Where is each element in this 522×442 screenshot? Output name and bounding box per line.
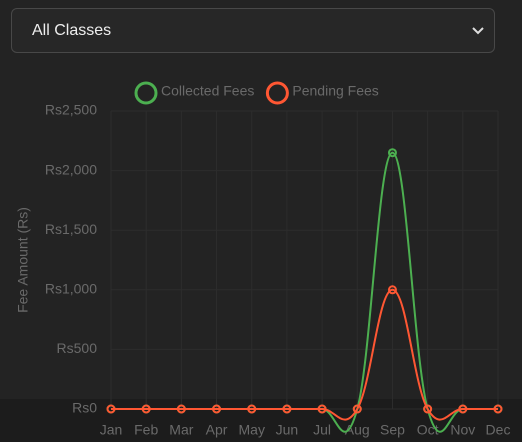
legend-label: Pending Fees: [292, 83, 378, 99]
point: [141, 404, 151, 414]
x-tick-label: Nov: [450, 422, 475, 438]
select-text: All Classes: [32, 22, 112, 39]
x-tick-label: Oct: [417, 422, 439, 438]
point: [317, 404, 327, 414]
chevron: [472, 27, 484, 35]
point: [212, 404, 222, 414]
point: [493, 404, 503, 414]
x-tick-label: Aug: [345, 422, 370, 438]
point: [317, 404, 327, 414]
y-tick-label: Rs1,000: [45, 281, 97, 297]
x-tick-label: Dec: [486, 422, 511, 438]
x-tick-label: Jun: [276, 422, 299, 438]
series-line: [111, 288, 498, 421]
point: [106, 404, 116, 414]
point: [176, 404, 186, 414]
point: [282, 404, 292, 414]
point: [176, 404, 186, 414]
point: [247, 404, 257, 414]
x-tick-label: Feb: [134, 422, 158, 438]
x-tick-label: Jul: [313, 422, 331, 438]
point: [458, 404, 468, 414]
point: [282, 404, 292, 414]
point: [352, 404, 362, 414]
point: [387, 148, 397, 158]
point: [458, 404, 468, 414]
legend-swatch: [265, 81, 289, 105]
point: [423, 404, 433, 414]
x-tick-label: Sep: [380, 422, 405, 438]
legend-label: Collected Fees: [161, 83, 254, 99]
footer-band: [0, 399, 522, 442]
point: [141, 404, 151, 414]
point: [423, 404, 433, 414]
y-tick-label: Rs1,500: [45, 221, 97, 237]
y-axis-label: Fee Amount (Rs): [15, 207, 31, 313]
y-tick-label: Rs500: [57, 340, 98, 356]
class-select[interactable]: All Classes: [11, 8, 495, 53]
point: [106, 404, 116, 414]
x-tick-label: Mar: [169, 422, 193, 438]
point: [212, 404, 222, 414]
x-tick-label: May: [239, 422, 265, 438]
legend-swatch: [134, 81, 158, 105]
x-tick-label: Apr: [206, 422, 228, 438]
point: [247, 404, 257, 414]
x-tick-label: Jan: [100, 422, 123, 438]
y-tick-label: Rs2,500: [45, 102, 97, 118]
series-line: [111, 151, 498, 433]
y-tick-label: Rs0: [72, 400, 97, 416]
point: [387, 285, 397, 295]
point: [352, 404, 362, 414]
point: [493, 404, 503, 414]
y-tick-label: Rs2,000: [45, 161, 97, 177]
